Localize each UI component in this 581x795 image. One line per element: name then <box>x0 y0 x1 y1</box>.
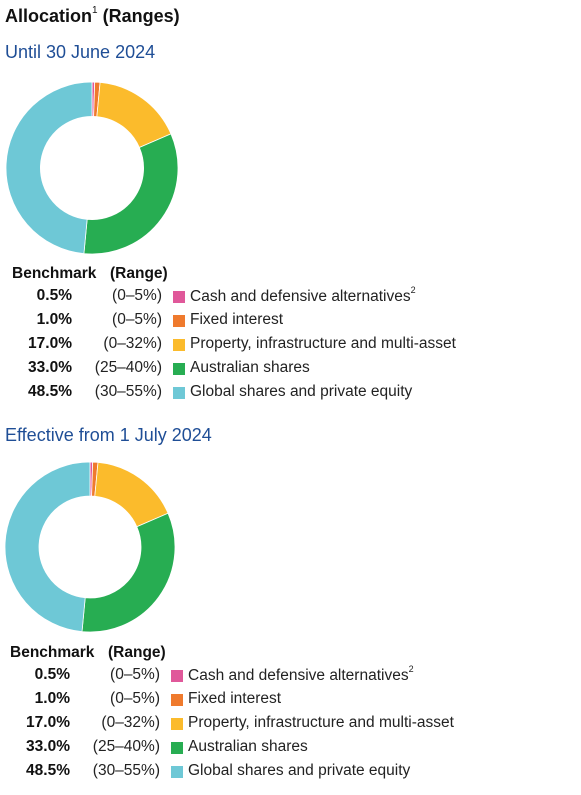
legend-effective: Benchmark (Range) 0.5% (0–5%) Cash and def… <box>4 644 564 786</box>
legend-swatch <box>173 363 185 375</box>
benchmark-value: 0.5% <box>36 287 72 304</box>
benchmark-value: 1.0% <box>36 311 72 328</box>
page-title-text: Allocation <box>5 6 93 26</box>
legend-label: Fixed interest <box>190 311 283 329</box>
legend-swatch <box>171 718 183 730</box>
legend-row: 33.0% (25–40%) Australian shares <box>6 359 566 383</box>
range-value: (25–40%) <box>92 738 160 755</box>
donut-slice-global <box>5 81 93 255</box>
legend-label: Cash and defensive alternatives2 <box>190 285 416 306</box>
legend-row: 17.0% (0–32%) Property, infrastructure and… <box>4 714 564 738</box>
legend-label: Property, infrastructure and multi-asset <box>190 335 456 353</box>
donut-slice-global <box>4 461 91 633</box>
legend-label-text: Fixed interest <box>188 690 282 707</box>
benchmark-value: 48.5% <box>26 762 70 779</box>
legend-footnote: 2 <box>408 664 414 674</box>
page-title-suffix: (Ranges) <box>97 6 180 26</box>
donut-slice-australian <box>81 512 176 633</box>
range-value: (0–5%) <box>110 666 160 683</box>
range-value: (0–32%) <box>101 714 160 731</box>
range-value: (0–5%) <box>110 690 160 707</box>
legend-header: Benchmark (Range) <box>4 644 564 666</box>
legend-row: 48.5% (30–55%) Global shares and private e… <box>4 762 564 786</box>
legend-label: Global shares and private equity <box>190 383 412 401</box>
legend-label: Australian shares <box>188 738 308 756</box>
benchmark-value: 33.0% <box>28 359 72 376</box>
donut-slice-property <box>94 461 169 528</box>
legend-row: 17.0% (0–32%) Property, infrastructure and… <box>6 335 566 359</box>
legend-row: 0.5% (0–5%) Cash and defensive alternative… <box>6 285 566 311</box>
legend-label-text: Cash and defensive alternatives <box>188 667 409 685</box>
legend-label: Cash and defensive alternatives2 <box>188 664 414 685</box>
legend-swatch <box>173 315 185 327</box>
legend-swatch <box>173 387 185 399</box>
legend-label-text: Fixed interest <box>190 311 284 328</box>
benchmark-value: 33.0% <box>26 738 70 755</box>
benchmark-header: Benchmark <box>10 644 95 661</box>
section-title-until: Until 30 June 2024 <box>5 42 156 62</box>
donut-chart-effective <box>4 461 176 633</box>
legend-swatch <box>171 694 183 706</box>
legend-row: 1.0% (0–5%) Fixed interest <box>4 690 564 714</box>
range-value: (0–5%) <box>112 287 162 304</box>
donut-slice-australian <box>83 133 179 255</box>
donut-chart-until <box>5 81 179 255</box>
page-title: Allocation1 (Ranges) <box>5 5 180 27</box>
legend-row: 1.0% (0–5%) Fixed interest <box>6 311 566 335</box>
legend-footnote: 2 <box>410 285 416 295</box>
legend-row: 48.5% (30–55%) Global shares and private e… <box>6 383 566 407</box>
legend-label: Fixed interest <box>188 690 281 708</box>
donut-slice-property <box>96 81 172 149</box>
range-header: (Range) <box>110 265 168 282</box>
benchmark-value: 0.5% <box>34 666 70 683</box>
legend-label: Global shares and private equity <box>188 762 410 780</box>
legend-swatch <box>173 291 185 303</box>
legend-label-text: Property, infrastructure and multi-asset <box>188 714 454 731</box>
legend-swatch <box>173 339 185 351</box>
legend-until: Benchmark (Range) 0.5% (0–5%) Cash and def… <box>6 265 566 407</box>
benchmark-value: 17.0% <box>28 335 72 352</box>
legend-label-text: Cash and defensive alternatives <box>190 288 411 306</box>
legend-label-text: Global shares and private equity <box>190 383 413 400</box>
range-value: (0–32%) <box>103 335 162 352</box>
title-footnote: 1 <box>92 5 98 16</box>
benchmark-value: 48.5% <box>28 383 72 400</box>
legend-header: Benchmark (Range) <box>6 265 566 287</box>
legend-label: Property, infrastructure and multi-asset <box>188 714 454 732</box>
range-value: (30–55%) <box>94 383 162 400</box>
legend-swatch <box>171 766 183 778</box>
benchmark-value: 1.0% <box>34 690 70 707</box>
legend-swatch <box>171 742 183 754</box>
section-title-effective: Effective from 1 July 2024 <box>5 425 212 445</box>
range-value: (30–55%) <box>92 762 160 779</box>
legend-row: 0.5% (0–5%) Cash and defensive alternative… <box>4 664 564 690</box>
legend-label-text: Australian shares <box>188 738 308 755</box>
legend-label: Australian shares <box>190 359 310 377</box>
legend-label-text: Property, infrastructure and multi-asset <box>190 335 456 352</box>
legend-swatch <box>171 670 183 682</box>
range-value: (0–5%) <box>112 311 162 328</box>
range-value: (25–40%) <box>94 359 162 376</box>
legend-row: 33.0% (25–40%) Australian shares <box>4 738 564 762</box>
benchmark-value: 17.0% <box>26 714 70 731</box>
legend-label-text: Australian shares <box>190 359 310 376</box>
legend-label-text: Global shares and private equity <box>188 762 411 779</box>
range-header: (Range) <box>108 644 166 661</box>
benchmark-header: Benchmark <box>12 265 97 282</box>
